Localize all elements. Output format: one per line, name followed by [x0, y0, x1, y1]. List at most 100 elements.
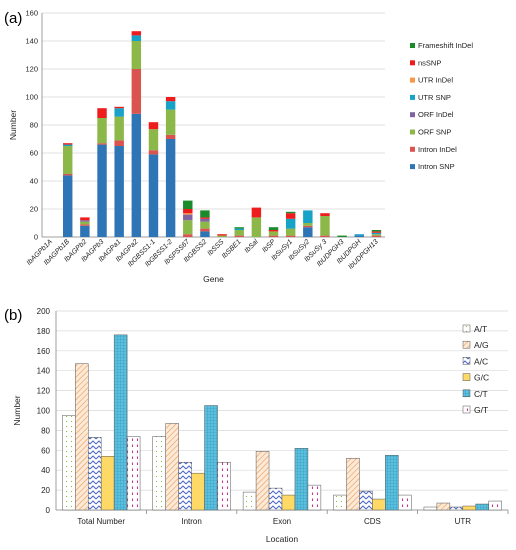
y-tick-label-a: 120	[25, 65, 38, 74]
legend-swatch-a	[410, 112, 415, 118]
bar-segment-intron-snp	[303, 227, 313, 237]
bar-a-c	[178, 461, 192, 511]
legend-label-b: A/C	[474, 356, 488, 366]
bar-segment-orf-snp	[371, 234, 382, 236]
bar-segment-nssnp	[63, 143, 73, 145]
bar-segment-utr-indel	[183, 213, 193, 215]
bar-segment-frameshift-indel	[268, 227, 279, 230]
bar-segment-orf-indel	[183, 214, 193, 221]
bar-segment-intron-indel	[63, 174, 73, 176]
bar-segment-intron-snp	[131, 113, 142, 237]
bar-segment-nssnp	[200, 217, 210, 219]
bar-segment-utr-snp	[354, 234, 364, 236]
bar-a-t	[333, 494, 347, 511]
y-tick-label-a: 60	[30, 149, 38, 158]
legend-swatch-a	[410, 77, 415, 83]
y-tick-label-b: 60	[41, 446, 50, 455]
bar-segment-nssnp	[97, 108, 107, 118]
bar-a-g	[436, 502, 451, 511]
bar-segment-nssnp	[285, 213, 296, 219]
bar-segment-intron-indel	[80, 224, 90, 226]
legend-label-b: G/T	[474, 405, 488, 415]
bar-segment-frameshift-indel	[337, 235, 347, 237]
y-tick-label-b: 20	[41, 486, 50, 495]
bar-segment-nssnp	[268, 230, 279, 232]
bar-segment-orf-snp	[251, 217, 262, 237]
y-tick-label-b: 140	[37, 367, 51, 376]
bar-segment-nssnp	[114, 106, 124, 109]
legend-swatch-b	[462, 389, 471, 398]
bar-segment-utr-snp	[131, 35, 142, 41]
legend-label-a: nsSNP	[418, 58, 441, 67]
bar-a-c	[268, 487, 283, 511]
bar-segment-orf-snp	[80, 221, 90, 225]
bar-segment-intron-snp	[354, 235, 364, 237]
bar-a-c	[449, 506, 464, 511]
bar-segment-frameshift-indel	[200, 210, 210, 218]
bar-segment-intron-indel	[285, 235, 296, 237]
y-tick-label-a: 160	[25, 9, 38, 18]
bar-segment-orf-snp	[183, 220, 193, 235]
legend-swatch-b	[462, 373, 471, 381]
bar-segment-orf-snp	[131, 41, 142, 69]
panel-b-label: (b)	[4, 307, 22, 324]
bar-a-c	[87, 437, 102, 511]
bar-g-c	[100, 456, 115, 511]
bar-segment-orf-snp	[165, 109, 176, 135]
legend-label-a: Intron SNP	[418, 162, 455, 171]
bar-segment-intron-indel	[183, 234, 193, 237]
bar-segment-frameshift-indel	[285, 211, 296, 214]
bar-segment-nssnp	[183, 209, 193, 214]
y-tick-label-a: 40	[30, 177, 38, 186]
bar-g-c	[191, 472, 205, 511]
bar-a-t	[423, 506, 438, 511]
bar-a-g	[75, 363, 89, 511]
bar-a-g	[255, 451, 270, 511]
y-tick-label-b: 40	[41, 466, 50, 475]
bar-segment-intron-indel	[234, 235, 244, 237]
x-axis-title-b: Location	[266, 534, 298, 544]
legend-label-a: Frameshift InDel	[418, 41, 473, 50]
y-tick-label-b: 80	[41, 426, 50, 435]
bar-segment-orf-snp	[97, 118, 107, 144]
bar-segment-orf-snp	[285, 228, 296, 236]
bar-g-c	[372, 498, 386, 511]
y-tick-label-a: 100	[25, 93, 38, 102]
bar-segment-orf-snp	[234, 230, 244, 236]
bar-segment-intron-snp	[200, 231, 210, 237]
bar-segment-utr-snp	[303, 210, 313, 223]
bar-segment-intron-indel	[371, 235, 382, 237]
legend-swatch-b	[462, 405, 471, 414]
bar-segment-intron-indel	[97, 143, 107, 145]
bar-a-t	[152, 436, 166, 511]
bar-a-g	[165, 423, 179, 511]
bar-segment-orf-indel	[200, 218, 210, 222]
bar-segment-intron-snp	[165, 139, 176, 237]
x-tick-label-b: Total Number	[77, 517, 125, 526]
y-tick-label-b: 100	[37, 407, 51, 416]
bar-g-t	[307, 484, 322, 511]
y-tick-label-a: 80	[30, 121, 38, 130]
bar-segment-nssnp	[131, 31, 142, 36]
bar-g-c	[281, 494, 296, 511]
bar-c-t	[294, 448, 309, 511]
bar-g-t	[126, 436, 141, 511]
bar-segment-intron-snp	[63, 175, 73, 237]
bar-c-t	[475, 503, 489, 511]
legend-label-a: UTR SNP	[418, 93, 451, 102]
bar-segment-intron-snp	[97, 144, 107, 237]
x-tick-label-a: IbSal	[244, 238, 261, 255]
bar-segment-orf-snp	[320, 216, 330, 236]
bar-segment-nssnp	[80, 217, 90, 221]
bar-segment-utr-snp	[114, 108, 124, 117]
bar-segment-intron-indel	[114, 140, 124, 146]
legend-swatch-a	[410, 146, 415, 152]
bar-segment-nssnp	[148, 122, 159, 130]
bar-c-t	[385, 455, 399, 511]
legend-swatch-b	[462, 340, 471, 349]
legend-label-a: ORF InDel	[418, 110, 454, 119]
bar-segment-frameshift-indel	[234, 227, 244, 229]
legend-label-b: A/T	[474, 324, 487, 334]
y-tick-label-b: 180	[37, 327, 51, 336]
